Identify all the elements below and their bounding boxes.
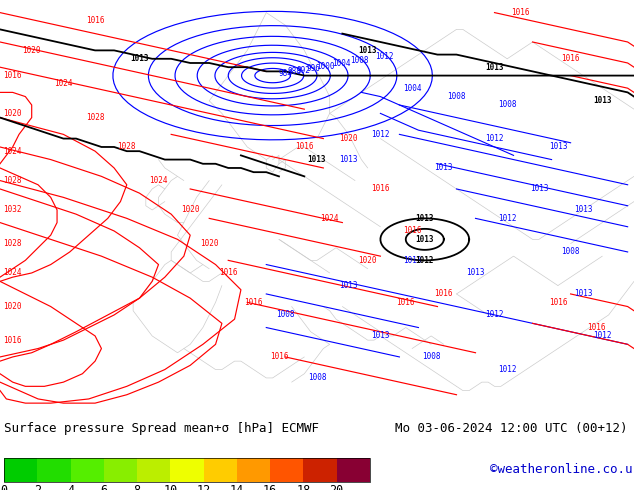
Text: 1020: 1020 [358, 256, 377, 265]
Text: 1020: 1020 [3, 109, 22, 118]
Text: 1028: 1028 [117, 143, 136, 151]
Text: 4: 4 [67, 484, 74, 490]
Text: 1024: 1024 [54, 79, 73, 89]
Text: 1016: 1016 [244, 298, 263, 307]
Text: 10: 10 [163, 484, 178, 490]
Text: 1013: 1013 [548, 143, 567, 151]
Text: 1016: 1016 [561, 54, 580, 63]
Text: 1004: 1004 [403, 84, 422, 93]
Text: 1013: 1013 [358, 46, 377, 55]
Text: 1013: 1013 [593, 96, 612, 105]
Text: 1024: 1024 [3, 269, 22, 277]
Text: 1016: 1016 [586, 323, 605, 332]
Bar [104, 458, 137, 482]
Text: 14: 14 [230, 484, 244, 490]
Text: Surface pressure Spread mean+σ [hPa] ECMWF: Surface pressure Spread mean+σ [hPa] ECM… [4, 422, 319, 435]
Text: 1012: 1012 [485, 134, 504, 143]
Text: 1028: 1028 [3, 239, 22, 248]
Text: 1012: 1012 [593, 331, 612, 341]
Bar [171, 458, 204, 482]
Text: 16: 16 [263, 484, 277, 490]
Text: 6: 6 [100, 484, 107, 490]
Text: 8: 8 [134, 484, 141, 490]
Text: 1020: 1020 [22, 46, 41, 55]
Text: 1000: 1000 [316, 62, 335, 71]
Text: 1013: 1013 [371, 331, 390, 341]
Text: 20: 20 [330, 484, 344, 490]
Text: 1016: 1016 [510, 8, 529, 17]
Text: 1013: 1013 [339, 281, 358, 290]
Bar [270, 458, 304, 482]
Text: 1016: 1016 [396, 298, 415, 307]
Text: 1013: 1013 [529, 184, 548, 194]
Text: 1013: 1013 [574, 290, 593, 298]
Bar [237, 458, 270, 482]
Text: 1013: 1013 [415, 235, 434, 244]
Bar [337, 458, 370, 482]
Text: ©weatheronline.co.uk: ©weatheronline.co.uk [490, 463, 634, 476]
Bar [4, 458, 370, 482]
Text: 1016: 1016 [434, 290, 453, 298]
Text: 1004: 1004 [332, 59, 350, 68]
Text: 1012: 1012 [498, 365, 517, 374]
Text: 1008: 1008 [447, 92, 466, 101]
Text: 1013: 1013 [466, 269, 485, 277]
Text: 1016: 1016 [548, 298, 567, 307]
Text: 1013: 1013 [403, 256, 422, 265]
Bar [4, 458, 37, 482]
Text: 1008: 1008 [351, 56, 369, 65]
Text: 1028: 1028 [3, 176, 22, 185]
Text: 1013: 1013 [339, 155, 358, 164]
Text: 1012: 1012 [415, 256, 434, 265]
Text: 1016: 1016 [403, 226, 422, 236]
Text: 1024: 1024 [149, 176, 168, 185]
Text: 1013: 1013 [130, 54, 149, 63]
Bar [304, 458, 337, 482]
Text: 1013: 1013 [434, 164, 453, 172]
Bar [204, 458, 237, 482]
Text: 992: 992 [297, 66, 311, 75]
Text: 1008: 1008 [276, 311, 295, 319]
Bar [37, 458, 70, 482]
Text: 1012: 1012 [485, 311, 504, 319]
Text: 1020: 1020 [200, 239, 219, 248]
Text: Mo 03-06-2024 12:00 UTC (00+12): Mo 03-06-2024 12:00 UTC (00+12) [395, 422, 628, 435]
Bar [137, 458, 171, 482]
Text: 12: 12 [197, 484, 210, 490]
Text: 1016: 1016 [371, 184, 390, 194]
Text: 0: 0 [1, 484, 8, 490]
Text: 1020: 1020 [3, 302, 22, 311]
Text: 996: 996 [306, 64, 320, 73]
Text: 1020: 1020 [339, 134, 358, 143]
Text: 1016: 1016 [86, 17, 105, 25]
Text: 2: 2 [34, 484, 41, 490]
Text: 1013: 1013 [307, 155, 327, 164]
Text: 1032: 1032 [3, 205, 22, 215]
Text: 1012: 1012 [498, 214, 517, 223]
Text: 984: 984 [278, 69, 292, 78]
Text: 1012: 1012 [371, 130, 390, 139]
Text: 1028: 1028 [86, 113, 105, 122]
Text: 1008: 1008 [422, 352, 441, 362]
Text: 1016: 1016 [3, 71, 22, 80]
Text: 1016: 1016 [3, 336, 22, 344]
Text: 1008: 1008 [498, 100, 517, 109]
Text: 1016: 1016 [219, 269, 238, 277]
Text: 1016: 1016 [295, 143, 314, 151]
Bar [70, 458, 104, 482]
Text: 1024: 1024 [3, 147, 22, 156]
Text: 1008: 1008 [561, 247, 580, 256]
Text: 988: 988 [287, 67, 301, 76]
Text: 1013: 1013 [415, 214, 434, 223]
Text: 1013: 1013 [574, 205, 593, 215]
Text: 1012: 1012 [375, 52, 394, 61]
Text: 1020: 1020 [181, 205, 200, 215]
Text: 1016: 1016 [269, 352, 288, 362]
Text: 1008: 1008 [307, 373, 327, 382]
Text: 1013: 1013 [485, 63, 504, 72]
Text: 18: 18 [296, 484, 311, 490]
Text: 1024: 1024 [320, 214, 339, 223]
